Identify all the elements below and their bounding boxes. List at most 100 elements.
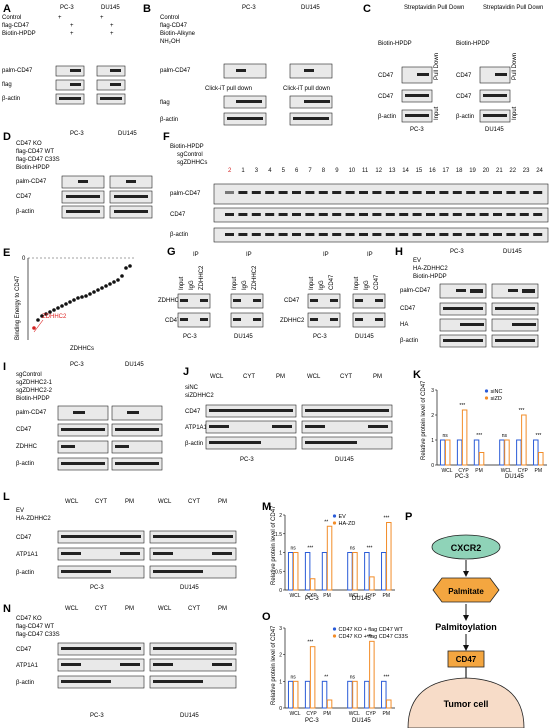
f-lane-label: 14 (402, 168, 409, 174)
blot-band (483, 114, 507, 117)
row-label-control: Control (2, 15, 21, 21)
blot-band (114, 210, 148, 213)
blot-band (59, 97, 81, 100)
chart-significance: ** (324, 674, 328, 680)
f-band-palm (238, 191, 248, 194)
pm-sign: + (110, 23, 114, 29)
chart-bar (309, 578, 316, 591)
blot-band (375, 299, 383, 302)
chart-bar (326, 525, 333, 591)
blot-band (405, 114, 429, 117)
blot-band (508, 289, 518, 292)
chart-e-point (112, 280, 116, 284)
chart-x-tick-label: WCL (289, 593, 300, 599)
chart-bar (326, 699, 333, 709)
cxcr2-node (431, 534, 501, 560)
du145-label: DU145 (352, 596, 371, 602)
row-label-ev: EV (413, 258, 421, 264)
panel-letter-n: N (3, 603, 11, 615)
f-lane-label: 17 (442, 168, 449, 174)
lane-cyt: CYT (95, 606, 107, 612)
row-label-beta-actin: β-actin (16, 680, 34, 686)
blot-strip (307, 293, 341, 309)
f-band-actin (385, 233, 395, 236)
blot-band (236, 69, 246, 72)
chart-x-tick-label: PM (383, 593, 391, 599)
blot-band (61, 428, 105, 431)
row-label-zdhhc: ZDHHC (16, 444, 38, 450)
blot-band (233, 299, 241, 302)
f-band-palm (426, 191, 435, 194)
lane-zdhhc2: ZDHHC2 (252, 265, 258, 290)
blot-band (236, 100, 262, 103)
chart-e-point (108, 282, 112, 286)
chart-significance: ** (324, 519, 328, 525)
blot-band (512, 323, 536, 326)
click-pull-down-label: Click-iT pull down (205, 86, 252, 92)
blot-strip (149, 658, 237, 672)
f-lane-label: 15 (416, 168, 423, 174)
f-band-actin (318, 233, 328, 236)
blot-band (180, 318, 188, 321)
chart-x-tick-label: CYP (306, 593, 317, 599)
chart-x-tick-label: CYP (306, 711, 317, 717)
row-label-sgzdhhc2-1: sgZDHHC2-1 (16, 380, 53, 386)
chart-k-ylabel: Relative protein level of CD47 (421, 380, 427, 460)
chart-bar (538, 452, 544, 466)
f-band-cd47 (359, 213, 368, 216)
panel-b: B PC-3 DU145 Control flag-CD47 Biotin-Al… (143, 3, 333, 126)
chart-legend-label: siNC (491, 389, 503, 395)
chart-bar (456, 439, 463, 466)
f-lane-label: 4 (268, 168, 272, 174)
chart-bar (478, 452, 485, 466)
row-label-sgzdhhc2-2: sgZDHHC2-2 (16, 388, 53, 394)
f-band-actin (452, 233, 462, 236)
chart-y-tick-label: 1 (431, 438, 434, 444)
f-band-palm (412, 191, 422, 194)
f-band-cd47 (251, 213, 261, 216)
chart-bar (473, 439, 480, 466)
row-label-biotin-hpdp: Biotin-HPDP (16, 396, 50, 402)
lane-pm: PM (125, 606, 134, 612)
chart-bar (364, 680, 370, 709)
chart-bar (504, 439, 510, 466)
f-band-actin (265, 233, 275, 236)
blot-band (61, 663, 81, 666)
panel-k: K Relative protein level of CD47 0 1 2 3 WCL… (413, 369, 547, 480)
input-label: Input (434, 106, 440, 120)
lane-igg: IgG (319, 280, 325, 290)
lane-input: Input (179, 276, 185, 290)
f-lane-label: 10 (349, 168, 356, 174)
f-band-actin (372, 233, 382, 236)
f-band-cd47 (426, 213, 435, 216)
f-band-cd47 (305, 213, 315, 216)
f-band-actin (493, 233, 502, 236)
chart-x-tick-label: WCL (441, 468, 452, 474)
chart-legend-swatch (332, 634, 337, 638)
f-lane-label: 3 (255, 168, 259, 174)
row-label-flag: flag (2, 82, 12, 88)
pc3-label: PC-3 (60, 5, 74, 11)
f-lane-label: 21 (496, 168, 503, 174)
panel-i: I PC-3 DU145 sgControl sgZDHHC2-1 sgZDHH… (3, 361, 163, 471)
row-label-nh2oh: NH₂OH (160, 39, 180, 45)
du145-label: DU145 (485, 127, 504, 133)
chart-e-point (96, 288, 100, 292)
chart-y-tick-label: 0 (431, 463, 434, 469)
f-band-actin (332, 233, 342, 236)
du145-label: DU145 (352, 718, 371, 724)
row-label-beta-actin: β-actin (16, 570, 34, 576)
panel-n: N WCL CYT PM WCL CYT PM CD47 KO flag-CD4… (3, 603, 237, 719)
f-band-palm (452, 191, 462, 194)
f-band-cd47 (238, 213, 248, 216)
pc3-label: PC-3 (70, 362, 84, 368)
pm-sign: + (70, 23, 74, 29)
blot-band (78, 180, 88, 183)
f-band-actin (412, 233, 422, 236)
f-band-actin (225, 233, 234, 236)
chart-significance: ns (442, 433, 448, 439)
blot-band (66, 210, 100, 213)
blot-band (115, 462, 159, 465)
blot-band (61, 680, 111, 683)
f-lane-label: 19 (469, 168, 476, 174)
